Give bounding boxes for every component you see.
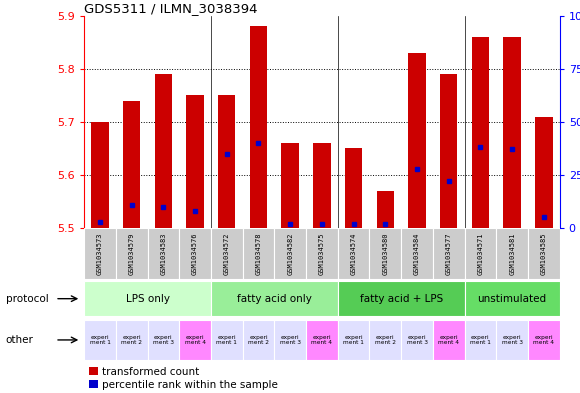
Text: experi
ment 4: experi ment 4 [438, 334, 459, 345]
Bar [535, 116, 553, 228]
Text: GSM1034579: GSM1034579 [129, 232, 135, 275]
Bar [528, 228, 560, 279]
Bar [401, 228, 433, 279]
Text: GSM1034578: GSM1034578 [255, 232, 262, 275]
Text: GSM1034583: GSM1034583 [160, 232, 166, 275]
Text: experi
ment 1: experi ment 1 [89, 334, 110, 345]
Bar [306, 228, 338, 279]
Bar [401, 320, 433, 360]
Bar [496, 320, 528, 360]
Text: experi
ment 2: experi ment 2 [248, 334, 269, 345]
Text: GSM1034577: GSM1034577 [445, 232, 452, 275]
Bar [242, 320, 274, 360]
Bar [472, 37, 489, 228]
Bar [465, 228, 496, 279]
Bar [91, 122, 108, 228]
Bar [116, 320, 147, 360]
Text: other: other [6, 335, 34, 345]
Bar [503, 37, 521, 228]
Text: GSM1034585: GSM1034585 [541, 232, 547, 275]
Bar [218, 95, 235, 228]
Bar [338, 228, 369, 279]
Bar [274, 320, 306, 360]
Bar [186, 95, 204, 228]
Bar [313, 143, 331, 228]
Bar [408, 53, 426, 228]
Text: GSM1034580: GSM1034580 [382, 232, 389, 275]
Text: experi
ment 3: experi ment 3 [407, 334, 427, 345]
Text: GSM1034575: GSM1034575 [319, 232, 325, 275]
Bar [211, 228, 242, 279]
Bar [179, 320, 211, 360]
Bar [116, 228, 147, 279]
Bar [155, 74, 172, 228]
Bar [281, 143, 299, 228]
Bar [465, 320, 496, 360]
Text: experi
ment 3: experi ment 3 [280, 334, 300, 345]
Text: experi
ment 4: experi ment 4 [311, 334, 332, 345]
Text: experi
ment 1: experi ment 1 [216, 334, 237, 345]
Text: LPS only: LPS only [125, 294, 169, 304]
Bar [250, 26, 267, 228]
Text: experi
ment 1: experi ment 1 [343, 334, 364, 345]
Bar [147, 320, 179, 360]
Text: experi
ment 2: experi ment 2 [375, 334, 396, 345]
Bar [369, 320, 401, 360]
Legend: transformed count, percentile rank within the sample: transformed count, percentile rank withi… [89, 367, 278, 390]
Text: GSM1034581: GSM1034581 [509, 232, 515, 275]
Text: GSM1034576: GSM1034576 [192, 232, 198, 275]
Text: experi
ment 1: experi ment 1 [470, 334, 491, 345]
Bar [433, 320, 465, 360]
Text: GSM1034582: GSM1034582 [287, 232, 293, 275]
Bar [496, 228, 528, 279]
Bar [211, 281, 338, 316]
Bar [369, 228, 401, 279]
Text: GDS5311 / ILMN_3038394: GDS5311 / ILMN_3038394 [84, 2, 258, 15]
Bar [123, 101, 140, 228]
Bar [179, 228, 211, 279]
Bar [345, 148, 362, 228]
Bar [433, 228, 465, 279]
Text: experi
ment 2: experi ment 2 [121, 334, 142, 345]
Bar [465, 281, 560, 316]
Text: experi
ment 3: experi ment 3 [153, 334, 174, 345]
Text: fatty acid + LPS: fatty acid + LPS [360, 294, 443, 304]
Bar [84, 228, 116, 279]
Text: experi
ment 4: experi ment 4 [184, 334, 205, 345]
Bar [84, 281, 211, 316]
Text: GSM1034571: GSM1034571 [477, 232, 484, 275]
Bar [338, 320, 369, 360]
Text: GSM1034572: GSM1034572 [224, 232, 230, 275]
Text: GSM1034584: GSM1034584 [414, 232, 420, 275]
Bar [528, 320, 560, 360]
Bar [84, 320, 116, 360]
Text: protocol: protocol [6, 294, 49, 304]
Bar [306, 320, 338, 360]
Bar [440, 74, 458, 228]
Text: fatty acid only: fatty acid only [237, 294, 312, 304]
Bar [211, 320, 242, 360]
Text: unstimulated: unstimulated [477, 294, 547, 304]
Bar [376, 191, 394, 228]
Bar [242, 228, 274, 279]
Bar [147, 228, 179, 279]
Text: experi
ment 4: experi ment 4 [534, 334, 554, 345]
Text: GSM1034573: GSM1034573 [97, 232, 103, 275]
Text: GSM1034574: GSM1034574 [350, 232, 357, 275]
Bar [274, 228, 306, 279]
Bar [338, 281, 465, 316]
Text: experi
ment 3: experi ment 3 [502, 334, 523, 345]
